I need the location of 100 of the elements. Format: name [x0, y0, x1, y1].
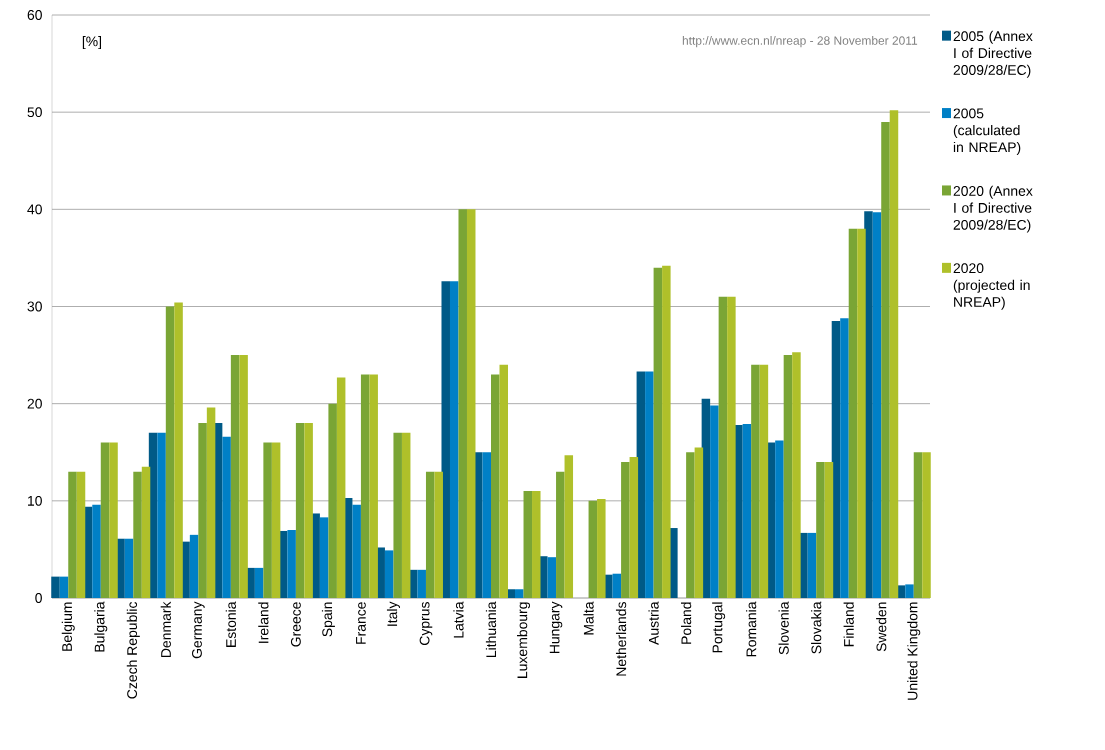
bar [434, 471, 443, 598]
bar [304, 423, 313, 598]
y-tick-label: 60 [27, 10, 42, 20]
bar [727, 296, 736, 598]
legend-label: 2005 (Annex I of Directive 2009/28/EC) [953, 30, 1033, 78]
x-tick-label: Poland [680, 602, 692, 644]
bar [783, 355, 793, 598]
legend-label: 2020 (Annex I of Directive 2009/28/EC) [953, 185, 1033, 233]
bar [51, 576, 60, 598]
legend-label: 2020 (projected in NREAP) [953, 263, 1030, 310]
x-tick-label: Sweden [876, 602, 887, 652]
bar [360, 374, 370, 598]
x-tick-label: Malta [583, 601, 594, 635]
bar [336, 377, 346, 598]
bar [491, 374, 500, 598]
x-tick-label: Denmark [160, 601, 171, 657]
bar [124, 538, 134, 598]
legend-label: 2005 (calculated in NREAP) [953, 108, 1021, 155]
bar [547, 557, 557, 598]
x-tick-label: Spain [321, 602, 335, 637]
x-tick-label: Bulgaria [94, 601, 108, 652]
bar [141, 466, 151, 598]
bar [466, 209, 476, 598]
bar [319, 517, 329, 598]
x-tick-label: Cyprus [419, 602, 433, 645]
bar [922, 452, 931, 598]
bar [449, 281, 459, 598]
x-tick-label: United Kingdom [907, 602, 921, 700]
x-tick-label: Slovakia [811, 601, 822, 654]
x-tick-label: Belgium [61, 602, 75, 651]
bar [271, 442, 281, 598]
bar [564, 455, 574, 598]
bar [157, 432, 166, 598]
x-tick-label: Finland [843, 602, 854, 647]
bar [401, 432, 411, 598]
bar [718, 296, 728, 598]
bar [857, 228, 866, 598]
bar [913, 452, 923, 598]
y-tick-label: 10 [28, 495, 42, 506]
bar [174, 302, 183, 598]
x-tick-label: Luxembourg [517, 602, 531, 678]
annotation: http://www.ecn.nl/nreap - 28 November 2011 [682, 36, 918, 48]
x-tick-label: Czech Republic [126, 601, 140, 699]
x-tick-label: Greece [290, 602, 301, 647]
bar [417, 569, 426, 598]
y-tick-label: 40 [27, 204, 42, 215]
bar [694, 447, 704, 598]
bar [686, 452, 695, 598]
bar [556, 471, 565, 598]
x-tick-label: Austria [648, 601, 659, 645]
bar [92, 504, 101, 598]
bar [881, 121, 890, 598]
x-tick-label: Slovenia [778, 601, 789, 655]
x-tick-label: Ireland [258, 602, 269, 643]
bar [189, 534, 199, 598]
bar [532, 491, 541, 598]
bar [68, 471, 77, 598]
bar [848, 228, 858, 598]
bar [662, 265, 671, 598]
x-tick-label: Hungary [549, 601, 563, 654]
annotation: [%] [82, 36, 102, 50]
bar [109, 442, 118, 598]
bar [76, 471, 86, 598]
y-tick-label: 50 [27, 107, 42, 118]
bar [206, 407, 216, 598]
bar [751, 364, 760, 598]
bar [198, 423, 207, 598]
bar [742, 424, 752, 598]
bar [759, 364, 769, 598]
bar [352, 504, 361, 598]
x-tick-label: France [356, 602, 366, 644]
bar [824, 461, 834, 598]
bar [645, 371, 654, 598]
bar [384, 550, 394, 598]
bar [222, 436, 231, 598]
bar [287, 529, 296, 598]
bar [295, 423, 305, 598]
bar [872, 212, 882, 598]
x-tick-label: Lithuania [485, 601, 497, 657]
y-tick-label: 20 [27, 398, 42, 409]
bar [816, 461, 825, 598]
bar [441, 281, 450, 598]
x-tick-label: Romania [746, 601, 757, 657]
bar [612, 573, 622, 598]
bar [230, 355, 240, 598]
x-tick-label: Estonia [225, 601, 236, 647]
bar [775, 440, 784, 598]
x-tick-label: Netherlands [615, 602, 627, 676]
bar [889, 110, 899, 598]
bar [165, 306, 175, 598]
bar [425, 471, 435, 598]
x-tick-label: Latvia [453, 601, 464, 638]
bar [133, 471, 142, 598]
bar [254, 567, 264, 598]
bar [482, 452, 491, 598]
bar [588, 500, 598, 598]
bar [369, 374, 378, 598]
bar [523, 491, 533, 598]
bar [597, 498, 606, 598]
bar [621, 461, 630, 598]
